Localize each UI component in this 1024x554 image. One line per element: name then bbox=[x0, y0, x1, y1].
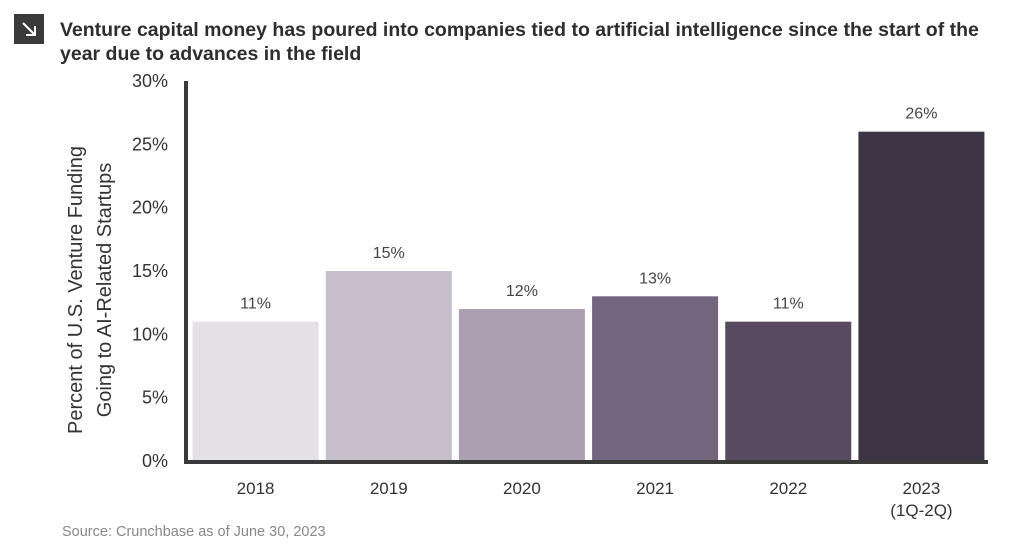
x-tick-label: 2019 bbox=[370, 479, 408, 498]
source-note: Source: Crunchbase as of June 30, 2023 bbox=[62, 524, 326, 540]
x-tick-label: 2018 bbox=[237, 479, 275, 498]
bar bbox=[325, 271, 452, 461]
y-tick-label: 20% bbox=[132, 198, 168, 218]
data-label: 11% bbox=[240, 296, 271, 313]
bar bbox=[858, 131, 985, 461]
bar bbox=[592, 296, 719, 461]
y-axis-title: Going to AI-Related Startups bbox=[94, 163, 116, 418]
data-label: 26% bbox=[905, 106, 937, 123]
y-tick-label: 25% bbox=[132, 134, 168, 154]
x-tick-label: 2022 bbox=[769, 479, 807, 498]
bar bbox=[725, 321, 852, 461]
data-label: 12% bbox=[506, 283, 538, 300]
y-tick-label: 5% bbox=[142, 388, 168, 408]
bar bbox=[458, 309, 585, 461]
data-label: 13% bbox=[639, 270, 671, 287]
bar-chart: 0% 5% 10% 15% 20% 25% 30% 11% 2018 15% 2019 12% 2020… bbox=[65, 71, 988, 520]
y-axis-title: Percent of U.S. Venture Funding bbox=[65, 146, 87, 434]
y-tick-label: 10% bbox=[132, 324, 168, 344]
bar bbox=[192, 321, 319, 461]
x-tick-label: 2023 bbox=[903, 479, 941, 498]
data-label: 15% bbox=[373, 245, 405, 262]
y-tick-label: 15% bbox=[132, 261, 168, 281]
y-tick-label: 30% bbox=[132, 71, 168, 91]
x-tick-label: 2021 bbox=[636, 479, 674, 498]
data-label: 11% bbox=[773, 296, 804, 313]
chart-title: Venture capital money has poured into co… bbox=[60, 19, 979, 65]
x-tick-label: 2020 bbox=[503, 479, 541, 498]
arrow-down-right-icon bbox=[14, 14, 44, 44]
x-tick-label: (1Q-2Q) bbox=[890, 501, 952, 520]
y-tick-label: 0% bbox=[142, 451, 168, 471]
